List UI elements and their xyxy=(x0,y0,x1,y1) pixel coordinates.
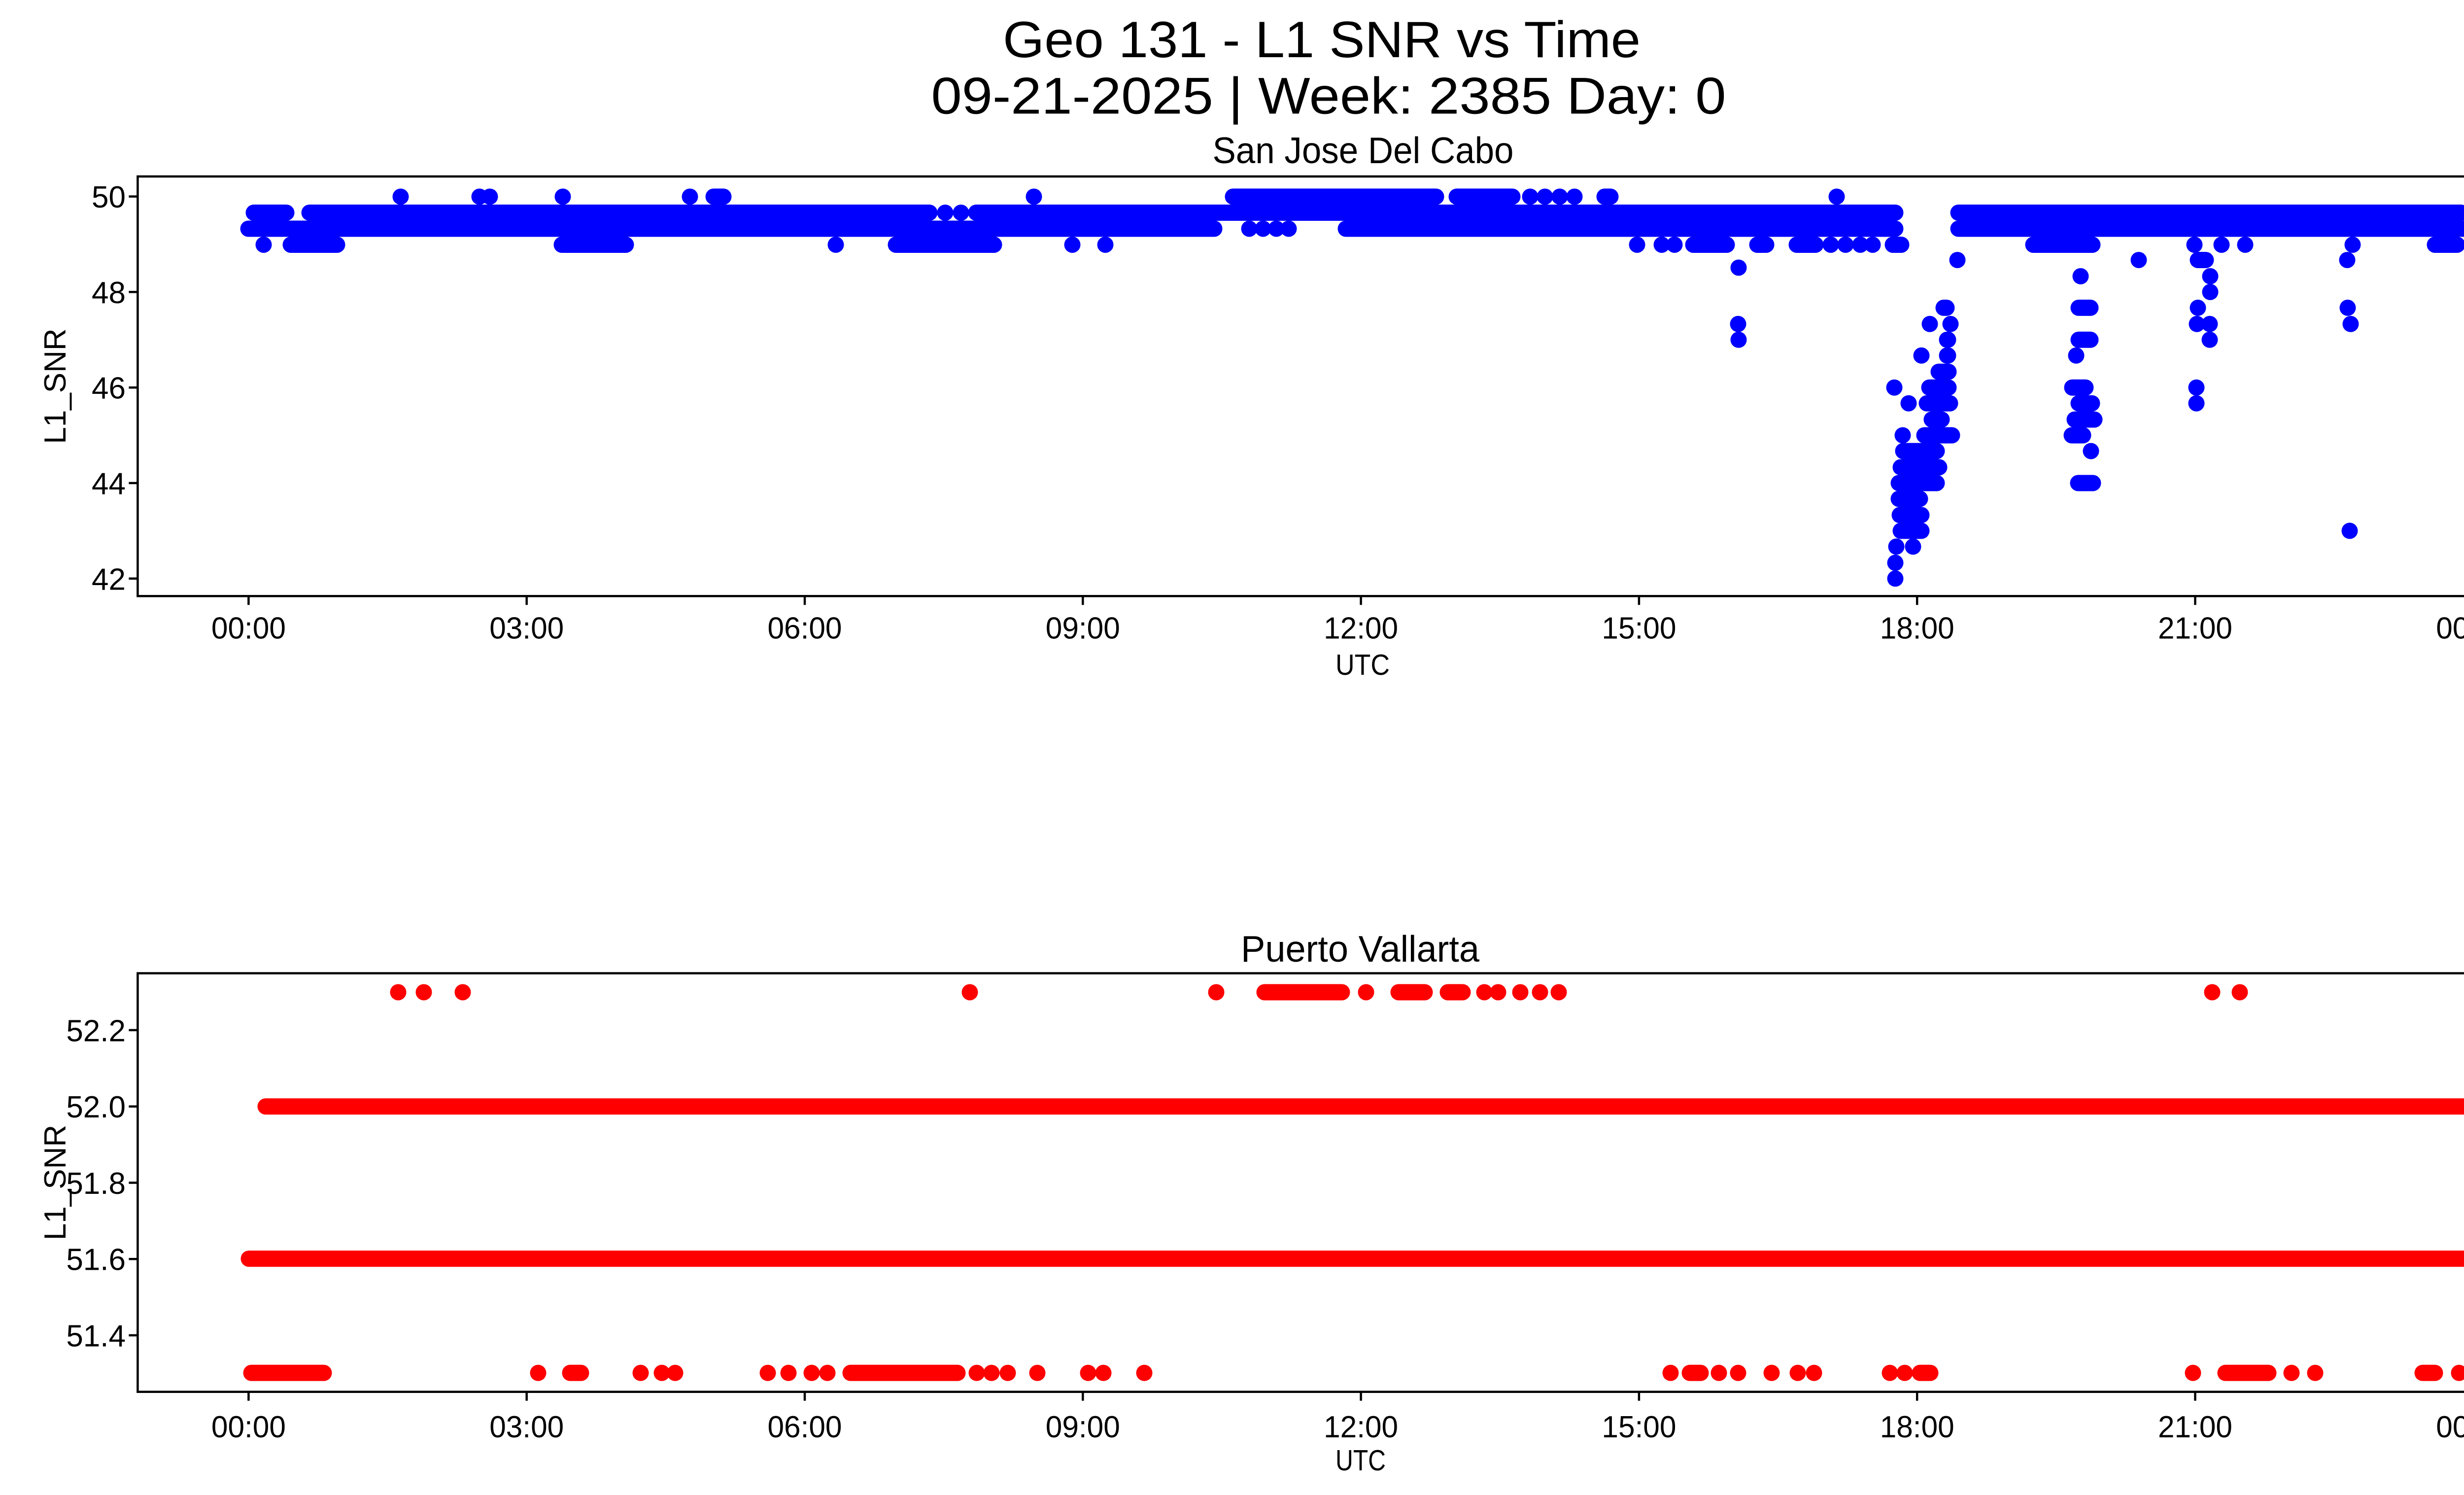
svg-text:UTC: UTC xyxy=(1335,649,1390,681)
svg-text:12:00: 12:00 xyxy=(1324,611,1398,645)
svg-text:San Jose Del Cabo: San Jose Del Cabo xyxy=(1213,130,1514,171)
svg-text:Geo 131 - L1 SNR vs Time: Geo 131 - L1 SNR vs Time xyxy=(1003,11,1641,69)
svg-text:00:00: 00:00 xyxy=(2436,611,2464,645)
svg-text:03:00: 03:00 xyxy=(489,611,564,645)
svg-text:51.4: 51.4 xyxy=(66,1320,126,1354)
svg-text:06:00: 06:00 xyxy=(768,611,842,645)
svg-text:UTC: UTC xyxy=(1335,1444,1386,1477)
svg-text:51.6: 51.6 xyxy=(66,1243,126,1277)
svg-text:06:00: 06:00 xyxy=(768,1410,842,1444)
svg-text:00:00: 00:00 xyxy=(211,611,286,645)
svg-text:18:00: 18:00 xyxy=(1880,611,1954,645)
svg-text:21:00: 21:00 xyxy=(2158,611,2232,645)
svg-text:15:00: 15:00 xyxy=(1602,611,1676,645)
svg-text:18:00: 18:00 xyxy=(1880,1410,1954,1444)
svg-text:51.8: 51.8 xyxy=(66,1167,126,1201)
svg-text:Puerto Vallarta: Puerto Vallarta xyxy=(1241,928,1479,970)
svg-text:21:00: 21:00 xyxy=(2158,1410,2232,1444)
svg-text:03:00: 03:00 xyxy=(489,1410,564,1444)
svg-text:48: 48 xyxy=(92,276,126,310)
svg-text:50: 50 xyxy=(92,180,126,214)
svg-text:L1_SNR: L1_SNR xyxy=(38,328,72,444)
svg-text:00:00: 00:00 xyxy=(211,1410,286,1444)
svg-text:09:00: 09:00 xyxy=(1046,611,1120,645)
svg-text:52.0: 52.0 xyxy=(66,1090,126,1124)
svg-text:15:00: 15:00 xyxy=(1602,1410,1676,1444)
svg-text:00:00: 00:00 xyxy=(2436,1410,2464,1444)
svg-text:09-21-2025 | Week: 2385 Day: 0: 09-21-2025 | Week: 2385 Day: 0 xyxy=(931,68,1726,125)
svg-text:12:00: 12:00 xyxy=(1324,1410,1398,1444)
svg-text:09:00: 09:00 xyxy=(1046,1410,1120,1444)
svg-text:44: 44 xyxy=(92,467,126,501)
svg-text:42: 42 xyxy=(92,562,126,596)
svg-text:52.2: 52.2 xyxy=(66,1014,126,1048)
svg-text:L1_SNR: L1_SNR xyxy=(38,1125,72,1240)
svg-text:46: 46 xyxy=(92,372,126,406)
